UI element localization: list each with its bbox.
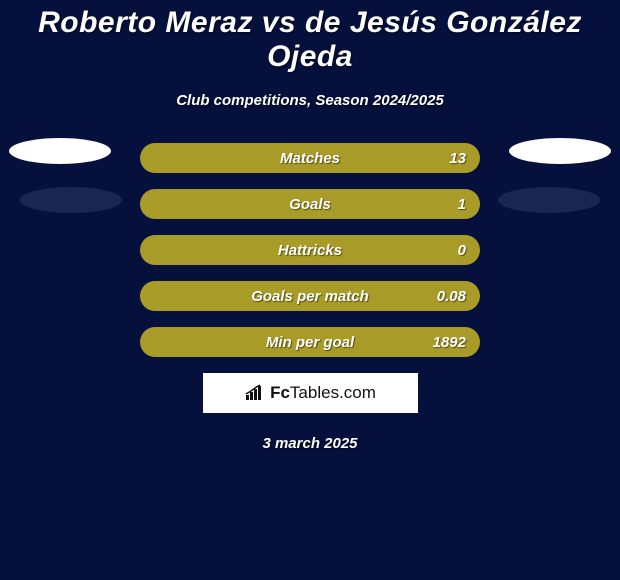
date-label: 3 march 2025 [0, 435, 620, 452]
season-subtitle: Club competitions, Season 2024/2025 [0, 92, 620, 109]
page-title: Roberto Meraz vs de Jesús González Ojeda [0, 0, 620, 74]
stat-value: 1 [458, 196, 466, 213]
brand-text: FcTables.com [270, 383, 376, 403]
stat-value: 0.08 [437, 288, 466, 305]
player-right-ellipse-1 [509, 138, 611, 164]
stat-label: Hattricks [278, 242, 342, 259]
stat-label: Matches [280, 150, 340, 167]
stat-value: 1892 [433, 334, 466, 351]
stat-value: 13 [449, 150, 466, 167]
stat-label: Goals [289, 196, 331, 213]
stat-row-goals: Goals 1 [140, 189, 480, 219]
stat-row-goals-per-match: Goals per match 0.08 [140, 281, 480, 311]
bar-chart-icon [244, 384, 264, 402]
player-right-ellipse-2 [498, 187, 600, 213]
stat-row-min-per-goal: Min per goal 1892 [140, 327, 480, 357]
player-left-ellipse-1 [9, 138, 111, 164]
stat-value: 0 [458, 242, 466, 259]
stat-label: Goals per match [251, 288, 369, 305]
stat-row-hattricks: Hattricks 0 [140, 235, 480, 265]
player-left-ellipse-2 [20, 187, 122, 213]
stat-label: Min per goal [266, 334, 354, 351]
stats-container: Matches 13 Goals 1 Hattricks 0 Goals per… [0, 143, 620, 357]
stat-row-matches: Matches 13 [140, 143, 480, 173]
brand-prefix: Fc [270, 383, 290, 402]
brand-box[interactable]: FcTables.com [203, 373, 418, 413]
brand-suffix: Tables.com [290, 383, 376, 402]
